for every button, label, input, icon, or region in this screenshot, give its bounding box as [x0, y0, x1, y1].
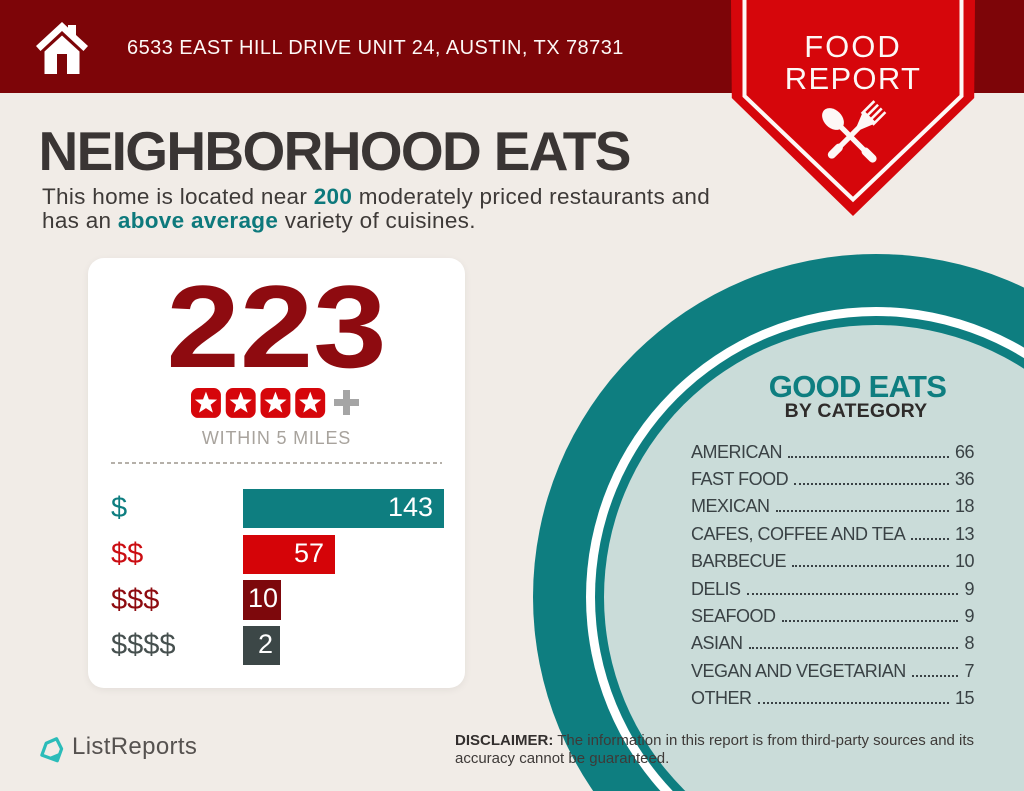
- svg-text:FOOD: FOOD: [804, 29, 902, 64]
- svg-text:REPORT: REPORT: [785, 61, 921, 96]
